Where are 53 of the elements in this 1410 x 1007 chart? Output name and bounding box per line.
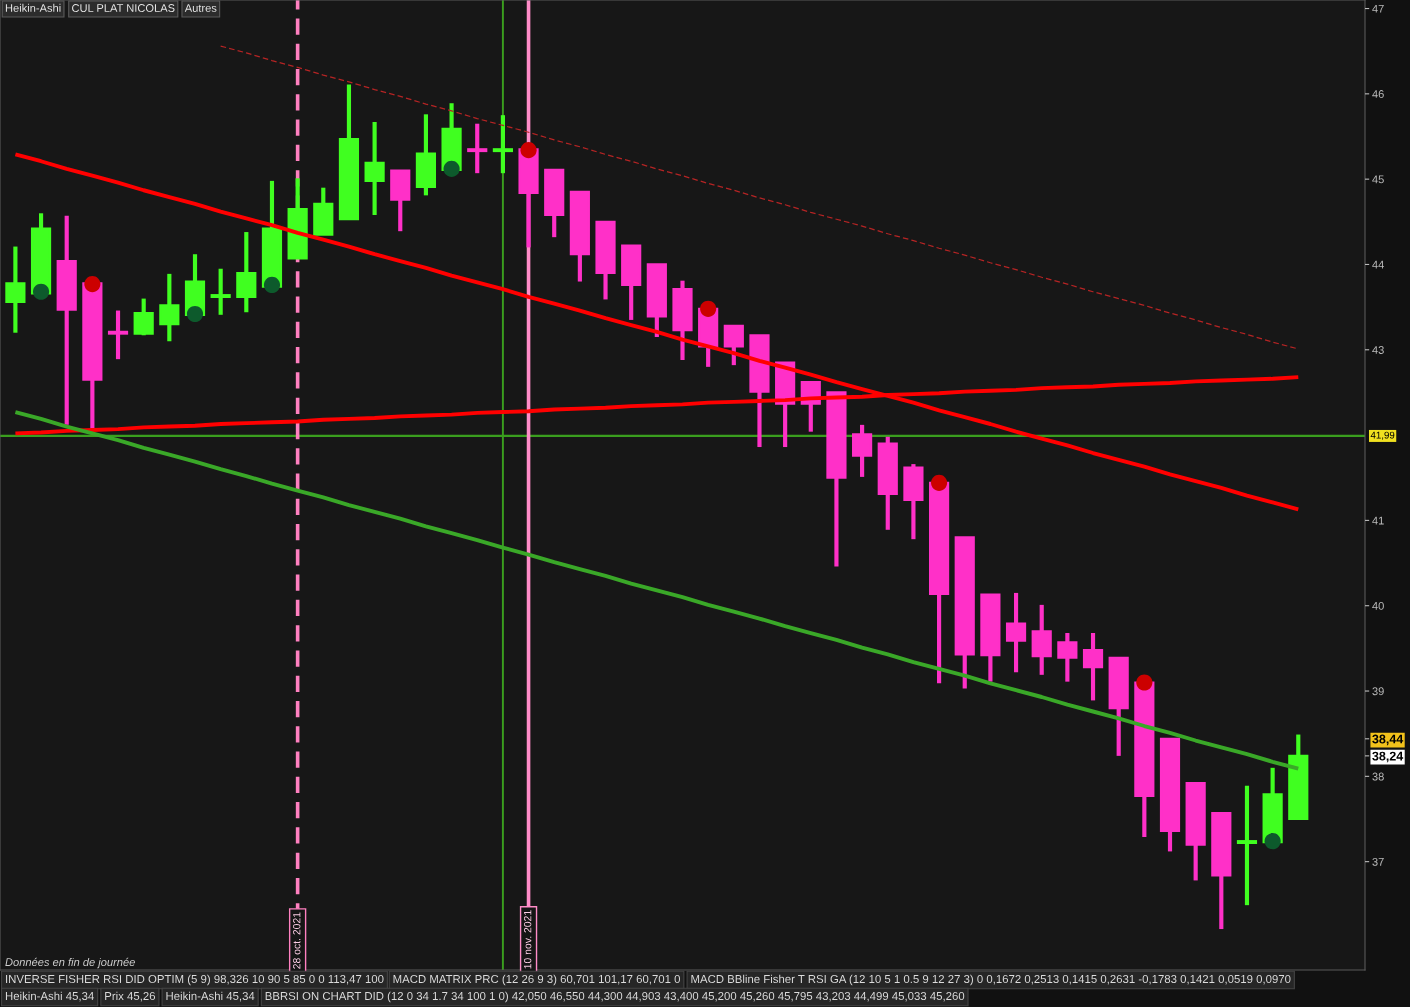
annotation: CUL PLAT NICOLAS (72, 4, 175, 12)
candlestick (5, 246, 26, 333)
text: Heikin-Ashi 45,34 (166, 991, 255, 1002)
y-tick-label: 41 (1372, 516, 1384, 525)
candlestick (492, 115, 513, 174)
y-tick-label: 46 (1372, 90, 1384, 98)
ref-line-label: 41,99 (1370, 431, 1395, 440)
y-tick-label: 47 (1372, 4, 1384, 13)
point (520, 142, 537, 159)
annotation: Données en fin de journée (5, 957, 135, 969)
annotation: Heikin-Ashi (5, 3, 61, 12)
text: MACD BBline Fisher T RSI GA (12 10 5 1 0.5 9 12 27 3) 0 0,1672 0,2513 0,1415 0,2631 -0,1783 0,1421 0,0519 0,0970 (691, 974, 1291, 986)
candlestick (210, 268, 231, 315)
candlestick (723, 324, 744, 366)
y-tick-label: 38 (1372, 772, 1384, 781)
text: INVERSE FISHER RSI DID OPTIM (5 9) 98,326 10 90 5 85 0 0 113,47 100 (6, 974, 384, 986)
candlestick (1236, 785, 1258, 906)
candlestick (1057, 633, 1078, 682)
candlestick (236, 232, 257, 313)
y-tick-label: 38,24 (1372, 751, 1404, 763)
y-tick-label: 45 (1372, 175, 1384, 184)
text: BBRSI ON CHART DID (12 0 34 1.7 34 100 1 0) 42,050 46,550 44,300 44,903 43,400 45,200 45,260 45,795 43,203 44,499 45,033 45,260 (265, 991, 965, 1003)
y-tick-label: 43 (1372, 346, 1384, 354)
y-tick-label: 44 (1372, 260, 1384, 269)
line-series (220, 45, 1299, 350)
y-tick-label: 40 (1372, 601, 1384, 610)
candlestick (1005, 592, 1027, 673)
point (32, 283, 50, 300)
y-tick-label: 38,44 (1372, 734, 1404, 746)
line-series (13, 152, 1301, 512)
text: Prix 45,26 (105, 991, 156, 1002)
candlestick (159, 273, 180, 342)
point (1264, 833, 1281, 850)
candlestick (467, 123, 488, 174)
text: Heikin-Ashi 45,34 (5, 991, 94, 1002)
point (700, 300, 717, 317)
annotation: Autres (184, 4, 217, 12)
point (263, 276, 281, 294)
point (1136, 674, 1153, 691)
y-tick-label: 39 (1372, 687, 1384, 696)
x-tick-label: 28 oct. 2021 (293, 912, 301, 969)
x-tick-label: 10 nov. 2021 (523, 910, 532, 969)
text: MACD MATRIX PRC (12 26 9 3) 60,701 101,17 60,701 0 (393, 974, 681, 986)
candlestick (1082, 633, 1104, 701)
candlestick (107, 310, 129, 360)
point (84, 276, 101, 293)
y-tick-label: 37 (1372, 857, 1384, 866)
candlestick (364, 122, 385, 215)
point (443, 160, 460, 177)
point (931, 474, 948, 491)
candlestick (133, 298, 154, 336)
candlestick (852, 424, 873, 477)
point (186, 305, 204, 323)
